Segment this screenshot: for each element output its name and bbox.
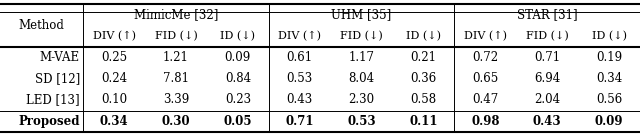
Text: ID (↓): ID (↓) bbox=[591, 31, 627, 41]
Text: 0.05: 0.05 bbox=[223, 115, 252, 128]
Text: 2.04: 2.04 bbox=[534, 93, 560, 106]
Text: 0.21: 0.21 bbox=[410, 51, 436, 64]
Text: 0.34: 0.34 bbox=[596, 72, 622, 85]
Text: ID (↓): ID (↓) bbox=[406, 31, 441, 41]
Text: 0.53: 0.53 bbox=[287, 72, 313, 85]
Text: SD [12]: SD [12] bbox=[35, 72, 80, 85]
Text: 0.24: 0.24 bbox=[101, 72, 127, 85]
Text: 2.30: 2.30 bbox=[349, 93, 374, 106]
Text: 0.56: 0.56 bbox=[596, 93, 622, 106]
Text: 0.09: 0.09 bbox=[225, 51, 251, 64]
Text: FID (↓): FID (↓) bbox=[340, 31, 383, 41]
Text: MimicMe [32]: MimicMe [32] bbox=[134, 8, 218, 21]
Text: 0.43: 0.43 bbox=[533, 115, 561, 128]
Text: 1.21: 1.21 bbox=[163, 51, 189, 64]
Text: 0.71: 0.71 bbox=[534, 51, 560, 64]
Text: 8.04: 8.04 bbox=[349, 72, 374, 85]
Text: DIV (↑): DIV (↑) bbox=[278, 31, 321, 41]
Text: 0.43: 0.43 bbox=[287, 93, 313, 106]
Text: 1.17: 1.17 bbox=[349, 51, 374, 64]
Text: 0.10: 0.10 bbox=[101, 93, 127, 106]
Text: 0.23: 0.23 bbox=[225, 93, 251, 106]
Text: 0.30: 0.30 bbox=[162, 115, 190, 128]
Text: M-VAE: M-VAE bbox=[40, 51, 80, 64]
Text: 0.25: 0.25 bbox=[101, 51, 127, 64]
Text: DIV (↑): DIV (↑) bbox=[464, 31, 507, 41]
Text: 7.81: 7.81 bbox=[163, 72, 189, 85]
Text: ID (↓): ID (↓) bbox=[220, 31, 255, 41]
Text: 0.11: 0.11 bbox=[409, 115, 438, 128]
Text: FID (↓): FID (↓) bbox=[526, 31, 568, 41]
Text: 0.09: 0.09 bbox=[595, 115, 623, 128]
Text: 0.53: 0.53 bbox=[348, 115, 376, 128]
Text: 0.98: 0.98 bbox=[471, 115, 500, 128]
Text: 0.72: 0.72 bbox=[472, 51, 499, 64]
Text: STAR [31]: STAR [31] bbox=[517, 8, 577, 21]
Text: FID (↓): FID (↓) bbox=[155, 31, 197, 41]
Text: Method: Method bbox=[19, 19, 65, 32]
Text: 0.84: 0.84 bbox=[225, 72, 251, 85]
Text: LED [13]: LED [13] bbox=[26, 93, 80, 106]
Text: 0.36: 0.36 bbox=[410, 72, 436, 85]
Text: 0.34: 0.34 bbox=[100, 115, 129, 128]
Text: 6.94: 6.94 bbox=[534, 72, 561, 85]
Text: 0.61: 0.61 bbox=[287, 51, 313, 64]
Text: DIV (↑): DIV (↑) bbox=[93, 31, 136, 41]
Text: 0.47: 0.47 bbox=[472, 93, 499, 106]
Text: 0.58: 0.58 bbox=[410, 93, 436, 106]
Text: 0.19: 0.19 bbox=[596, 51, 622, 64]
Text: 0.65: 0.65 bbox=[472, 72, 499, 85]
Text: UHM [35]: UHM [35] bbox=[332, 8, 392, 21]
Text: 0.71: 0.71 bbox=[285, 115, 314, 128]
Text: 3.39: 3.39 bbox=[163, 93, 189, 106]
Text: Proposed: Proposed bbox=[19, 115, 80, 128]
